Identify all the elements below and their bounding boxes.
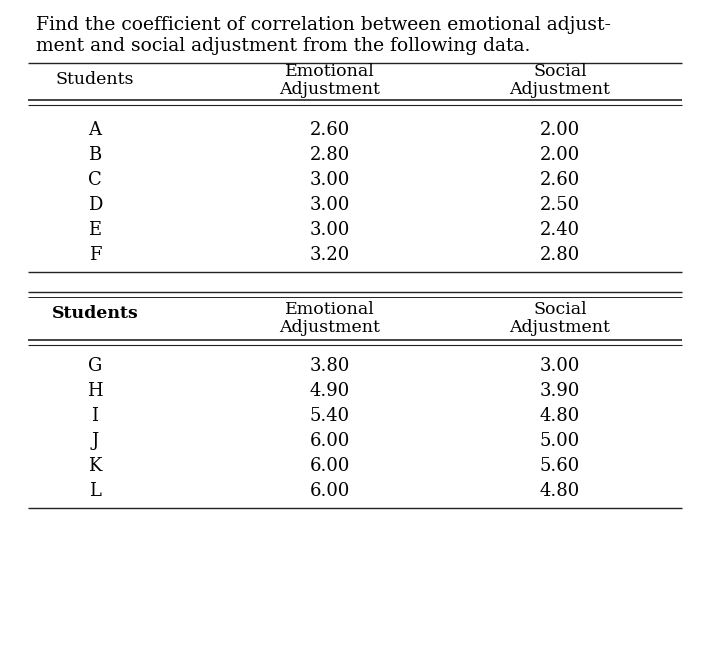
Text: Social: Social <box>533 300 587 317</box>
Text: 5.60: 5.60 <box>540 457 580 475</box>
Text: 2.60: 2.60 <box>540 171 580 189</box>
Text: 3.00: 3.00 <box>310 196 350 214</box>
Text: D: D <box>88 196 102 214</box>
Text: I: I <box>91 407 98 425</box>
Text: 6.00: 6.00 <box>310 432 350 450</box>
Text: 5.00: 5.00 <box>540 432 580 450</box>
Text: Emotional: Emotional <box>285 300 375 317</box>
Text: 5.40: 5.40 <box>310 407 350 425</box>
Text: B: B <box>88 146 102 164</box>
Text: G: G <box>88 357 102 375</box>
Text: 6.00: 6.00 <box>310 457 350 475</box>
Text: 3.00: 3.00 <box>539 357 580 375</box>
Text: ment and social adjustment from the following data.: ment and social adjustment from the foll… <box>36 37 530 55</box>
Text: 4.80: 4.80 <box>540 407 580 425</box>
Text: Adjustment: Adjustment <box>510 80 610 97</box>
Text: 2.80: 2.80 <box>540 246 580 264</box>
Text: L: L <box>89 482 101 500</box>
Text: Students: Students <box>56 71 135 88</box>
Text: 2.60: 2.60 <box>310 121 350 139</box>
Text: 6.00: 6.00 <box>310 482 350 500</box>
Text: C: C <box>88 171 102 189</box>
Text: 2.50: 2.50 <box>540 196 580 214</box>
Text: 2.00: 2.00 <box>540 121 580 139</box>
Text: 2.40: 2.40 <box>540 221 580 239</box>
Text: J: J <box>91 432 98 450</box>
Text: 3.90: 3.90 <box>539 382 580 400</box>
Text: Emotional: Emotional <box>285 63 375 80</box>
Text: H: H <box>87 382 103 400</box>
Text: A: A <box>88 121 101 139</box>
Text: Social: Social <box>533 63 587 80</box>
Text: Adjustment: Adjustment <box>510 318 610 336</box>
Text: 4.80: 4.80 <box>540 482 580 500</box>
Text: 2.00: 2.00 <box>540 146 580 164</box>
Text: 4.90: 4.90 <box>310 382 350 400</box>
Text: Students: Students <box>52 305 138 322</box>
Text: E: E <box>88 221 101 239</box>
Text: 3.80: 3.80 <box>310 357 350 375</box>
Text: Adjustment: Adjustment <box>280 80 380 97</box>
Text: Find the coefficient of correlation between emotional adjust-: Find the coefficient of correlation betw… <box>36 16 611 34</box>
Text: 2.80: 2.80 <box>310 146 350 164</box>
Text: 3.00: 3.00 <box>310 171 350 189</box>
Text: K: K <box>88 457 102 475</box>
Text: F: F <box>88 246 101 264</box>
Text: 3.20: 3.20 <box>310 246 350 264</box>
Text: 3.00: 3.00 <box>310 221 350 239</box>
Text: Adjustment: Adjustment <box>280 318 380 336</box>
